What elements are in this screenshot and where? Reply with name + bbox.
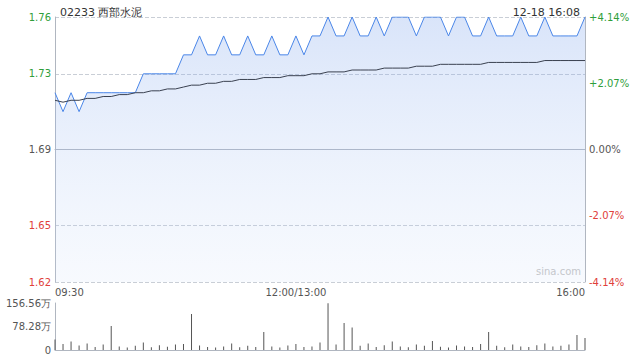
svg-text:09:30: 09:30 [55, 287, 84, 298]
svg-text:+4.14%: +4.14% [589, 12, 629, 23]
svg-text:-4.14%: -4.14% [589, 277, 624, 288]
svg-text:1.76: 1.76 [29, 12, 51, 23]
svg-text:+2.07%: +2.07% [589, 78, 629, 89]
svg-text:78.28万: 78.28万 [12, 321, 51, 332]
svg-text:02233 西部水泥: 02233 西部水泥 [60, 6, 143, 19]
svg-text:12-18 16:08: 12-18 16:08 [513, 6, 580, 19]
svg-text:-2.07%: -2.07% [589, 210, 624, 221]
svg-text:0: 0 [45, 345, 51, 356]
svg-text:12:00/13:00: 12:00/13:00 [265, 287, 326, 298]
svg-text:1.73: 1.73 [29, 68, 51, 79]
svg-text:156.56万: 156.56万 [6, 298, 51, 309]
svg-text:1.62: 1.62 [29, 277, 51, 288]
svg-text:1.65: 1.65 [29, 220, 51, 231]
svg-text:0.00%: 0.00% [589, 144, 621, 155]
svg-text:1.69: 1.69 [29, 144, 51, 155]
svg-text:16:00: 16:00 [556, 287, 585, 298]
